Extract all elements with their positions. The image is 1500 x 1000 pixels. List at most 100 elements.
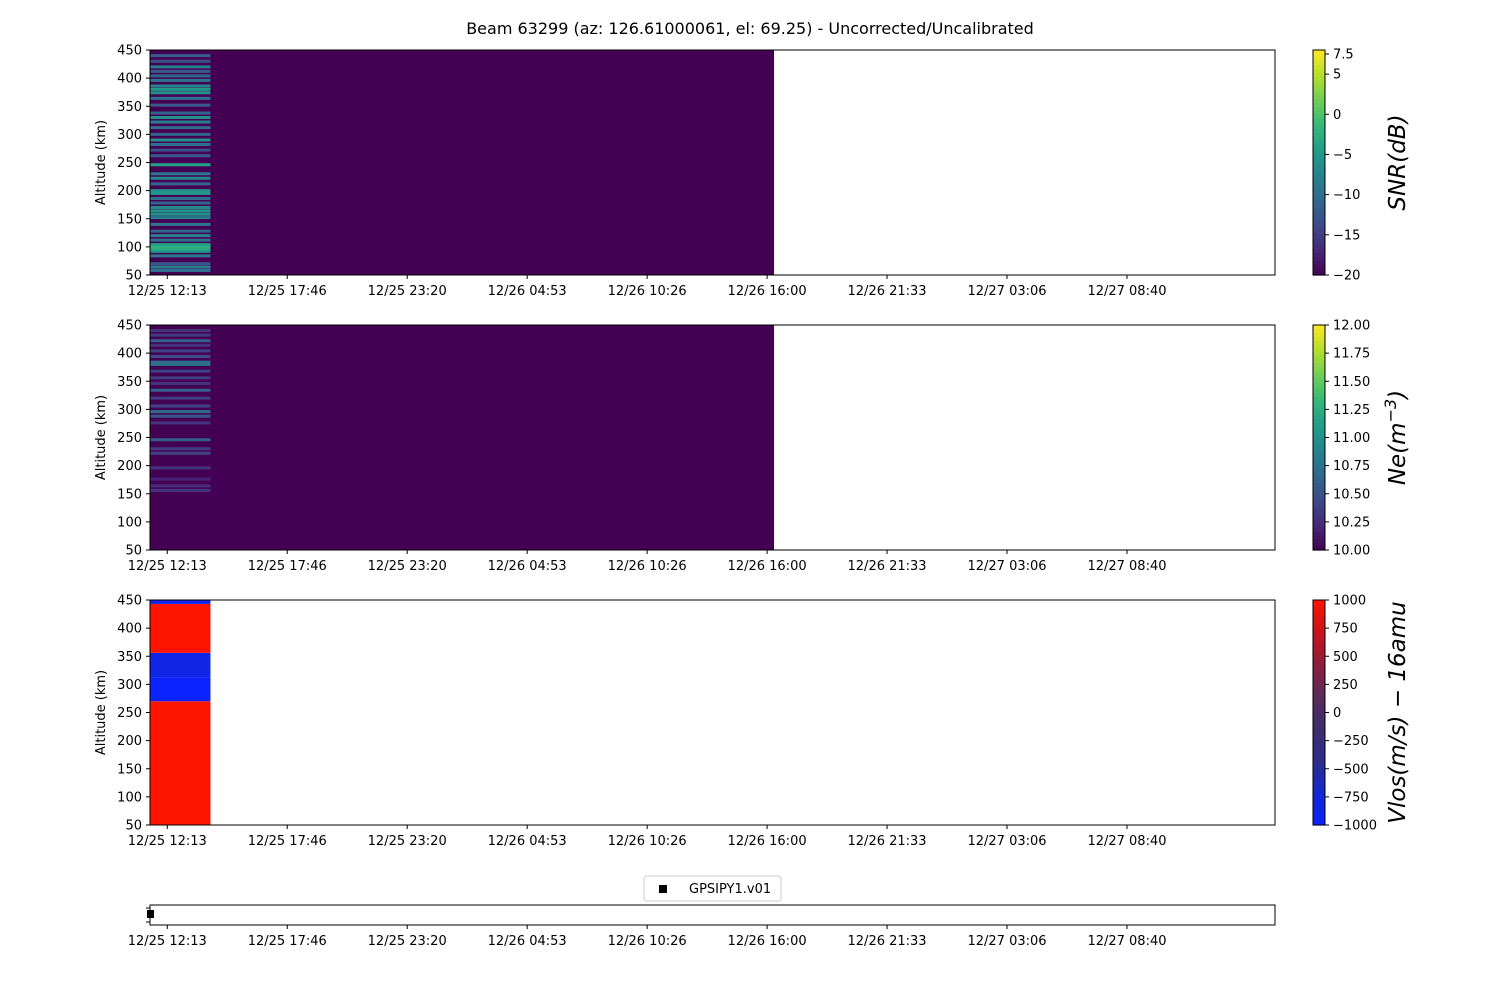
colorbar-segment [1313, 542, 1325, 547]
heatmap-cell [150, 396, 211, 400]
colorbar-segment [1313, 422, 1325, 427]
colorbar-segment [1313, 441, 1325, 446]
x-tick-label: 12/26 10:26 [608, 284, 687, 299]
heatmap-cell [150, 87, 211, 91]
colorbar-segment [1313, 256, 1325, 261]
x-tick-label: 12/25 23:20 [368, 284, 447, 299]
heatmap-cell [150, 360, 211, 364]
colorbar-segment [1313, 328, 1325, 334]
x-tick-label: 12/26 10:26 [608, 834, 687, 849]
colorbar-segment [1313, 68, 1325, 74]
y-tick-label: 50 [125, 269, 142, 284]
legend-marker [659, 885, 667, 893]
colorbar-segment [1313, 151, 1325, 156]
colorbar-segment [1313, 106, 1325, 111]
x-tick-label: 12/26 16:00 [728, 559, 807, 574]
colorbar-segment [1313, 471, 1325, 476]
heatmap-cell [150, 84, 211, 88]
colorbar-segment [1313, 230, 1325, 235]
colorbar-segment [1313, 226, 1325, 231]
colorbar-segment [1313, 136, 1325, 141]
colorbar-segment [1313, 475, 1325, 480]
colorbar-segment [1313, 607, 1325, 612]
y-tick-label: 450 [117, 319, 142, 334]
colorbar-segment [1313, 712, 1325, 717]
heatmap-cell [150, 701, 211, 825]
heatmap-cell [150, 369, 211, 373]
y-tick-label: 450 [117, 594, 142, 609]
colorbar-segment [1313, 200, 1325, 205]
heatmap-cell [150, 154, 211, 158]
y-tick-label: 300 [117, 403, 142, 418]
heatmap-cell [150, 466, 211, 470]
colorbar-segment [1313, 121, 1325, 126]
colorbar-segment [1313, 486, 1325, 491]
colorbar-segment [1313, 332, 1325, 337]
colorbar-tick-label: 10.50 [1333, 487, 1370, 502]
x-tick-label: 12/26 04:53 [488, 559, 567, 574]
colorbar-segment [1313, 113, 1325, 119]
heatmap-cell [150, 189, 211, 193]
y-tick-label: 300 [117, 678, 142, 693]
colorbar-segment [1313, 241, 1325, 246]
colorbar-segment [1313, 61, 1325, 66]
colorbar-tick-label: −250 [1333, 734, 1369, 749]
heatmap-cell [150, 143, 211, 146]
colorbar-segment [1313, 267, 1325, 272]
colorbar-segment [1313, 600, 1325, 605]
colorbar-segment [1313, 671, 1325, 676]
colorbar-segment [1313, 727, 1325, 732]
colorbar-segment [1313, 215, 1325, 220]
colorbar-segment [1313, 385, 1325, 390]
colorbar-segment [1313, 682, 1325, 687]
heatmap-cell [150, 132, 211, 136]
y-tick-label: 50 [125, 819, 142, 834]
colorbar-segment [1313, 611, 1325, 616]
heatmap-cell [150, 349, 211, 353]
y-tick-label: 400 [117, 622, 142, 637]
colorbar-segment [1313, 750, 1325, 755]
colorbar-segment [1313, 128, 1325, 134]
heatmap-cell [150, 447, 211, 451]
y-tick-label: 200 [117, 459, 142, 474]
colorbar-tick-label: −750 [1333, 790, 1369, 805]
colorbar-segment [1313, 370, 1325, 375]
heatmap-cell [150, 477, 211, 481]
colorbar-segment [1313, 806, 1325, 811]
colorbar-tick-label: 7.5 [1333, 48, 1354, 63]
colorbar-segment [1313, 400, 1325, 405]
y-tick-label: 250 [117, 156, 142, 171]
x-tick-label: 12/26 21:33 [848, 834, 927, 849]
heatmap-cell [150, 603, 211, 653]
y-tick-label: 50 [125, 544, 142, 559]
colorbar-segment [1313, 207, 1325, 212]
colorbar-segment [1313, 166, 1325, 171]
colorbar-segment [1313, 720, 1325, 725]
x-tick-label: 12/26 21:33 [848, 284, 927, 299]
colorbar-segment [1313, 753, 1325, 759]
colorbar-segment [1313, 765, 1325, 770]
colorbar-tick-label: −500 [1333, 762, 1369, 777]
axes-frame [149, 599, 1276, 826]
colorbar-tick-label: 0 [1333, 706, 1341, 721]
heatmap-cell [150, 238, 211, 242]
heatmap-cell [150, 600, 211, 604]
x-tick-label: 12/27 08:40 [1087, 834, 1166, 849]
x-tick-label: 12/26 04:53 [488, 284, 567, 299]
colorbar-segment [1313, 132, 1325, 137]
heatmap-cell [150, 410, 211, 414]
x-tick-label: 12/25 12:13 [128, 834, 207, 849]
colorbar-segment [1313, 538, 1325, 544]
colorbar-segment [1313, 192, 1325, 197]
figure-title: Beam 63299 (az: 126.61000061, el: 69.25)… [466, 19, 1034, 38]
heatmap-cell [150, 229, 211, 233]
colorbar-segment [1313, 377, 1325, 382]
colorbar-tick-label: 1000 [1333, 594, 1366, 609]
colorbar-segment [1313, 233, 1325, 239]
y-tick-label: 200 [117, 184, 142, 199]
colorbar-segment [1313, 170, 1325, 175]
colorbar-segment [1313, 463, 1325, 469]
colorbar-segment [1313, 373, 1325, 379]
colorbar-segment [1313, 456, 1325, 461]
